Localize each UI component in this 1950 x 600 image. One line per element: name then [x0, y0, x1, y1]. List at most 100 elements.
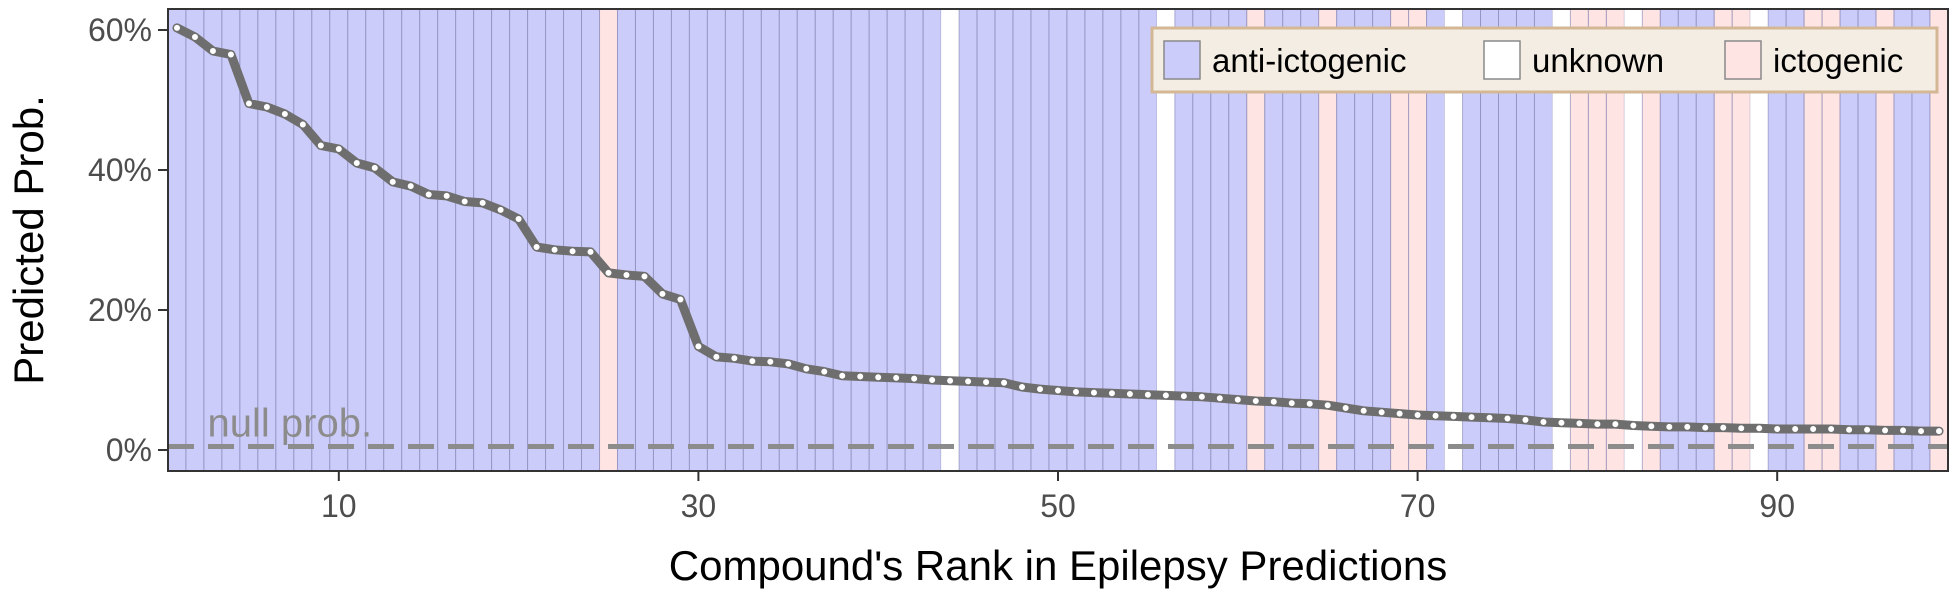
data-point [1611, 419, 1620, 429]
data-point [262, 102, 272, 112]
data-point [1323, 401, 1332, 410]
band-anti [1084, 8, 1104, 472]
data-point [766, 357, 775, 366]
legend-key-anti [1163, 40, 1201, 80]
band-anti [1048, 8, 1068, 472]
band-anti [724, 8, 744, 472]
data-point [604, 268, 613, 278]
data-point [532, 242, 541, 252]
band-anti [886, 8, 906, 472]
band-anti [419, 8, 439, 472]
band-anti [976, 8, 996, 472]
data-point [388, 177, 397, 187]
data-point [1575, 419, 1584, 428]
x-tick-label: 50 [1040, 488, 1076, 524]
data-point [352, 158, 361, 168]
data-point [1125, 389, 1135, 399]
band-anti [922, 8, 942, 472]
data-point [1665, 422, 1674, 432]
legend: anti-ictogenic unknown ictogenic [1150, 26, 1939, 94]
data-point [244, 99, 254, 108]
data-point [1359, 406, 1368, 415]
band-anti [1012, 8, 1032, 472]
data-point [999, 378, 1009, 387]
legend-key-icto [1724, 40, 1762, 80]
y-tick-label: 0% [106, 432, 152, 468]
band-anti [491, 8, 511, 472]
y-tick-label: 40% [88, 152, 152, 188]
band-unknown [1552, 9, 1571, 471]
data-point [1719, 423, 1728, 432]
data-point [1862, 425, 1872, 434]
band-anti [634, 8, 654, 472]
band-anti [1066, 8, 1086, 472]
data-point [622, 270, 631, 280]
data-point [1629, 421, 1638, 430]
band-anti [437, 8, 457, 472]
x-axis: 10 30 50 70 90 [321, 471, 1795, 524]
legend-label-unknown: unknown [1532, 42, 1664, 79]
data-point [730, 354, 739, 363]
data-point [1880, 426, 1890, 435]
data-point [1808, 424, 1818, 434]
x-tick-label: 30 [681, 488, 717, 524]
legend-key-unknown [1483, 40, 1521, 80]
band-unknown [1750, 9, 1769, 471]
data-point [1898, 426, 1908, 435]
data-point [1826, 424, 1836, 434]
data-point [1161, 391, 1171, 400]
data-point [1269, 397, 1278, 406]
band-anti [616, 8, 636, 472]
data-point [981, 377, 991, 387]
data-point [1467, 412, 1476, 422]
band-anti [742, 8, 762, 472]
data-point [1485, 413, 1494, 422]
band-unknown [1156, 9, 1175, 471]
data-point [226, 50, 236, 59]
band-anti [850, 8, 870, 472]
band-anti [383, 8, 403, 472]
data-point [1701, 423, 1710, 432]
band-anti [1120, 8, 1140, 472]
band-anti [904, 8, 924, 472]
data-point [676, 295, 685, 304]
data-point [1251, 396, 1260, 406]
prediction-points [172, 23, 1944, 436]
data-point [1287, 398, 1296, 408]
band-anti [778, 8, 798, 472]
data-point [1916, 426, 1926, 436]
data-point [784, 359, 793, 369]
y-tick-label: 60% [88, 12, 152, 48]
data-point [280, 109, 290, 119]
data-point [514, 214, 523, 224]
data-point [1413, 410, 1422, 420]
data-point [856, 372, 865, 381]
data-point [748, 356, 757, 366]
data-point [1431, 411, 1440, 420]
data-point [1503, 414, 1512, 423]
band-anti [473, 8, 493, 472]
data-point [406, 181, 415, 191]
data-point [1449, 412, 1458, 421]
data-point [1683, 422, 1692, 432]
band-anti [1030, 8, 1050, 472]
data-point [1089, 388, 1099, 397]
band-anti [760, 8, 780, 472]
data-point [568, 246, 577, 256]
x-tick-label: 70 [1400, 488, 1436, 524]
band-anti [832, 8, 852, 472]
data-point [1071, 387, 1081, 397]
data-point [1772, 424, 1782, 434]
data-point [802, 364, 811, 373]
band-anti [958, 8, 978, 472]
band-anti [670, 8, 690, 472]
data-point [1179, 391, 1189, 401]
y-axis-title: Predicted Prob. [5, 95, 52, 385]
data-point [460, 197, 469, 206]
band-anti [563, 8, 583, 472]
data-point [909, 374, 919, 383]
band-anti [868, 8, 888, 472]
data-point [658, 289, 667, 299]
band-anti [545, 8, 565, 472]
data-point [1755, 424, 1764, 433]
